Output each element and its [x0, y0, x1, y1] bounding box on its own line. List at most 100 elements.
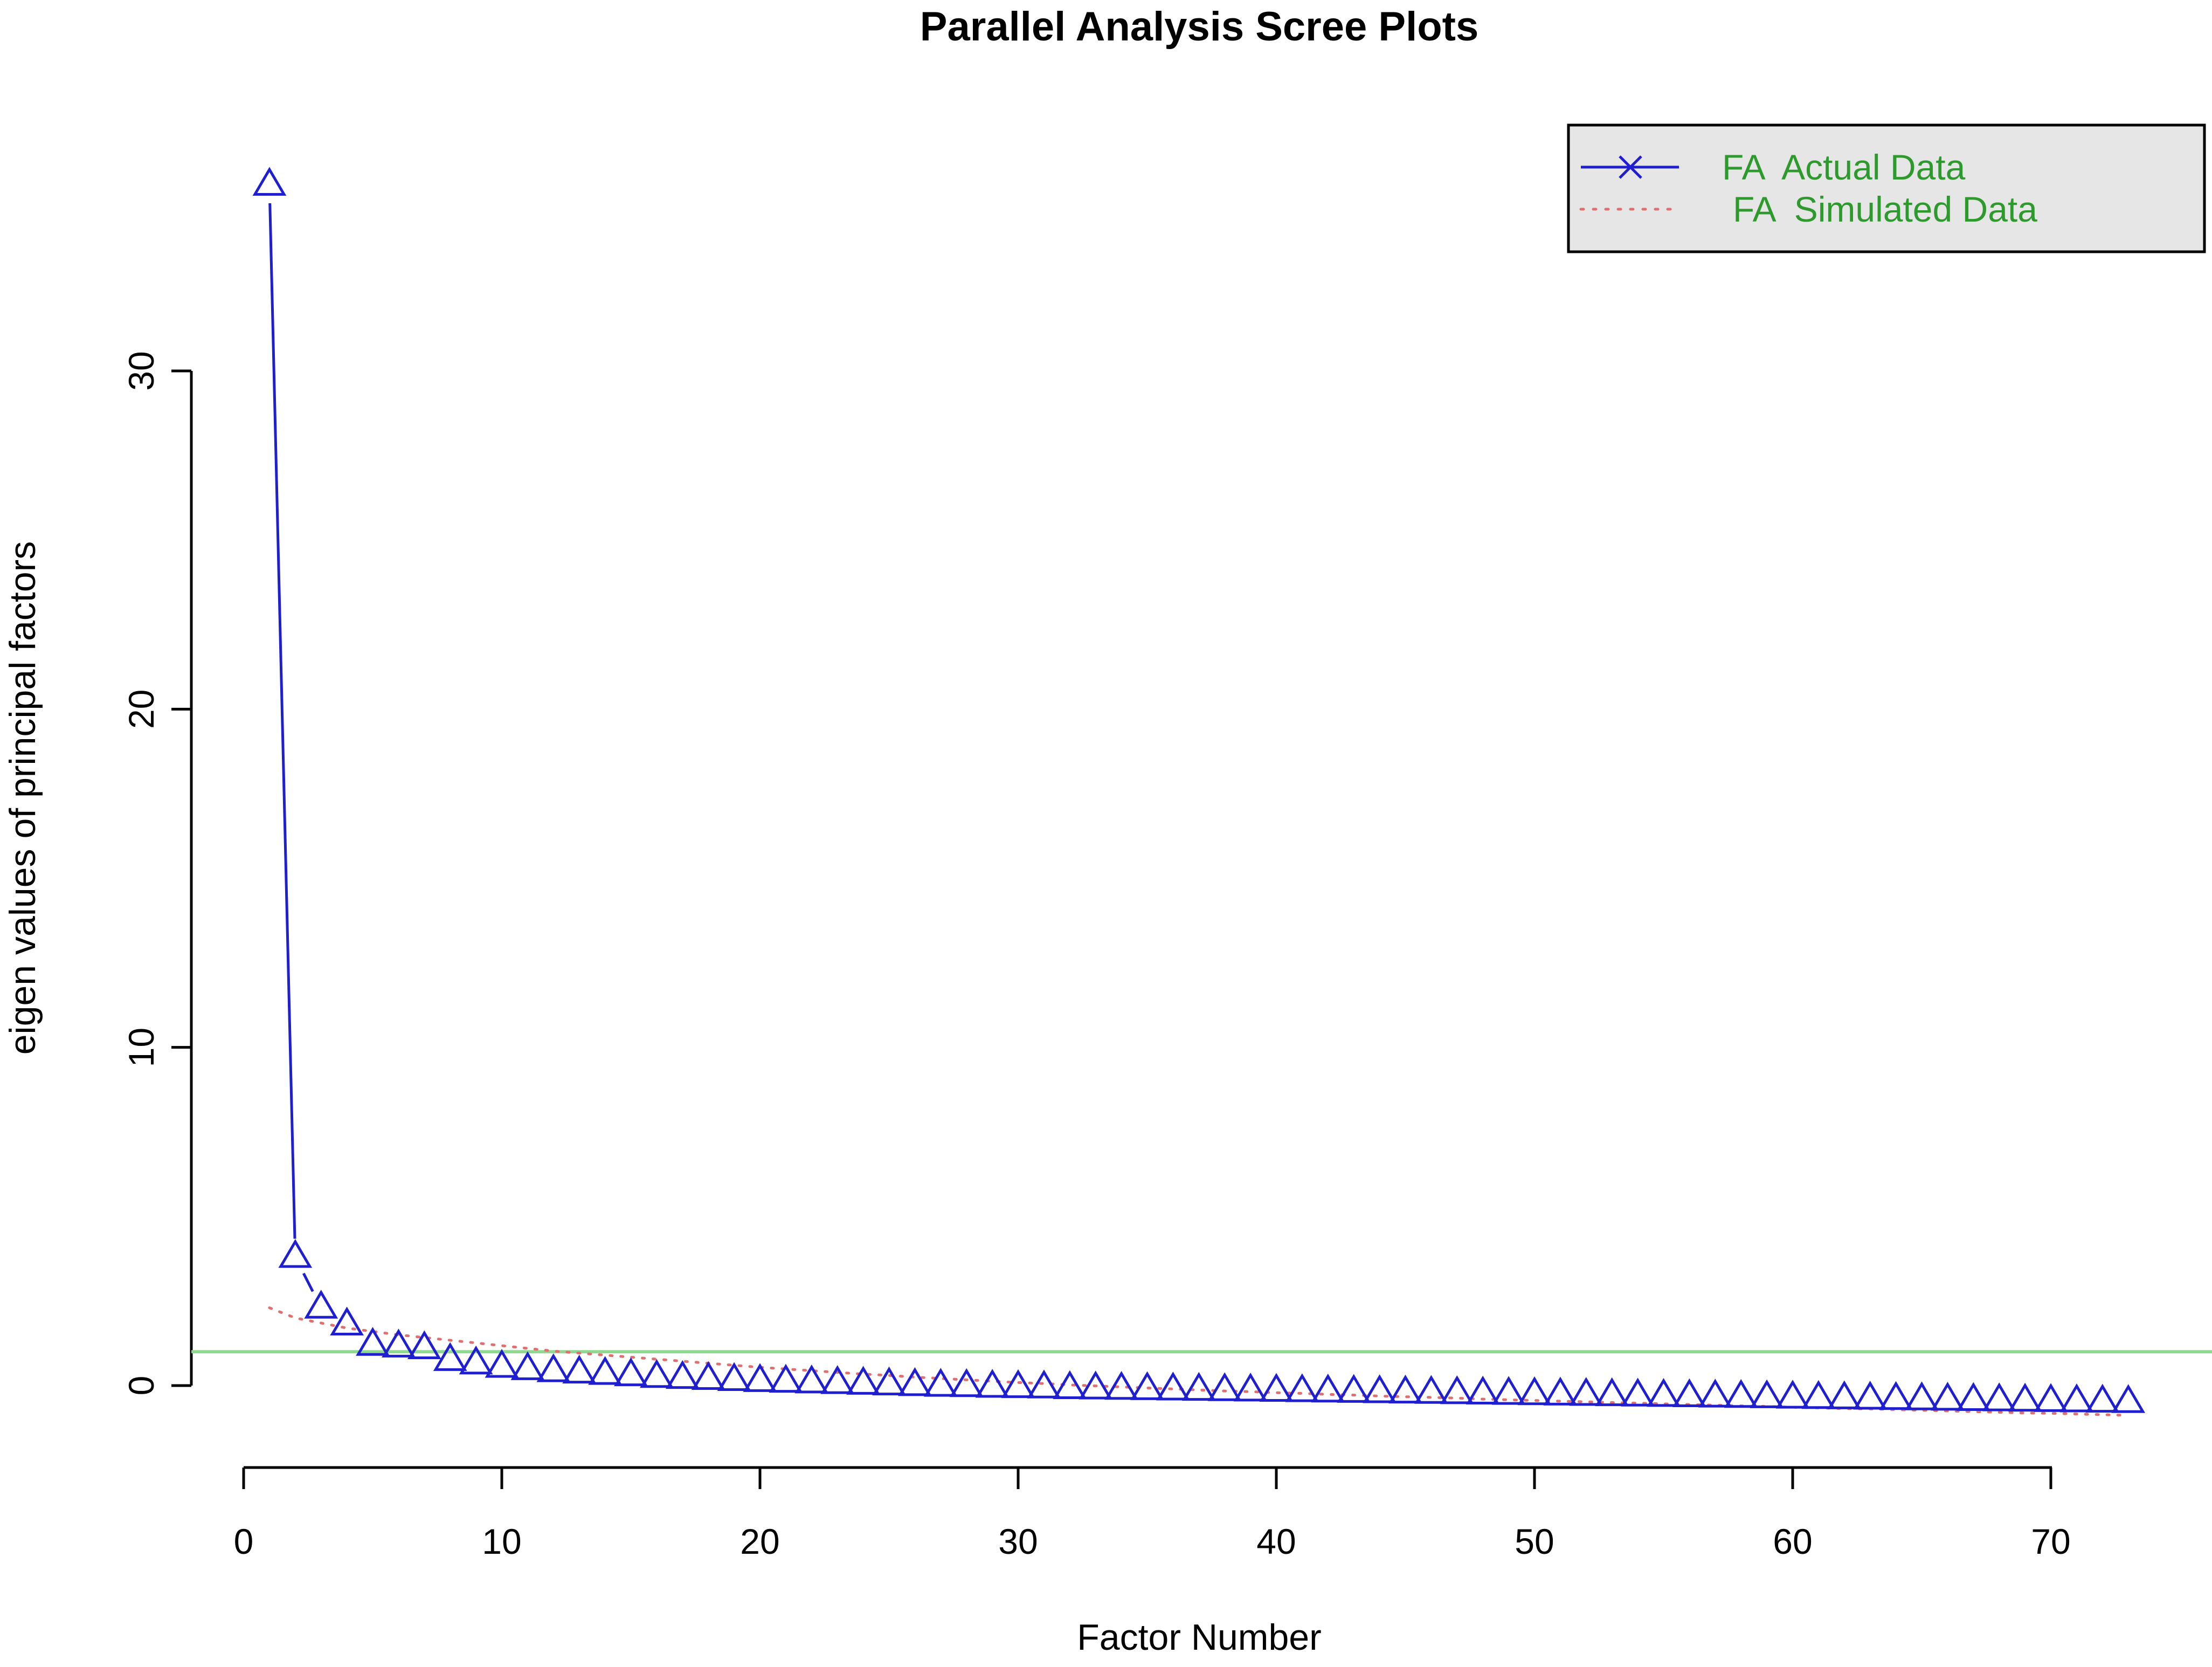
actual-data-point-24 — [846, 1366, 880, 1395]
actual-data-point-41 — [1285, 1373, 1319, 1402]
actual-data-point-22 — [794, 1364, 829, 1394]
y-tick-label-10: 10 — [121, 1028, 161, 1067]
actual-data-point-69 — [2008, 1382, 2042, 1412]
actual-data-point-20 — [743, 1363, 777, 1392]
actual-data-point-70 — [2034, 1383, 2068, 1412]
x-tick-label-20: 20 — [740, 1521, 779, 1561]
actual-data-point-21 — [769, 1363, 803, 1393]
x-ticks: 0 10 20 30 40 50 60 70 — [234, 1468, 2071, 1561]
actual-data-point-39 — [1233, 1372, 1268, 1402]
actual-data-point-58 — [1724, 1379, 1758, 1408]
actual-data-point-53 — [1595, 1377, 1629, 1407]
actual-data-point-1 — [252, 167, 287, 196]
actual-data-point-4 — [330, 1306, 364, 1336]
legend-actual-marker — [1619, 155, 1642, 179]
legend-actual-label: FA Actual Data — [1722, 147, 1966, 187]
actual-data-point-52 — [1569, 1377, 1603, 1406]
actual-data-point-18 — [691, 1361, 725, 1390]
y-ticks: 0 10 20 30 — [121, 351, 191, 1395]
actual-data-point-7 — [407, 1330, 441, 1359]
actual-data-point-64 — [1879, 1381, 1913, 1410]
actual-data-point-65 — [1905, 1381, 1939, 1410]
y-tick-label-30: 30 — [121, 351, 161, 390]
actual-data-point-67 — [1956, 1382, 1990, 1411]
actual-data-point-56 — [1672, 1378, 1706, 1408]
chart-title: Parallel Analysis Scree Plots — [920, 4, 1478, 50]
x-tick-label-60: 60 — [1773, 1521, 1812, 1561]
x-tick-label-0: 0 — [234, 1521, 254, 1561]
actual-data-point-5 — [356, 1327, 390, 1356]
actual-data-point-35 — [1130, 1371, 1164, 1400]
x-tick-label-10: 10 — [482, 1521, 521, 1561]
actual-data-point-17 — [665, 1360, 700, 1389]
y-tick-label-20: 20 — [121, 690, 161, 729]
actual-data-point-13 — [562, 1354, 597, 1384]
actual-data-point-68 — [1982, 1382, 2016, 1411]
actual-data-point-62 — [1827, 1380, 1862, 1409]
actual-data-point-57 — [1698, 1379, 1732, 1408]
x-axis-label: Factor Number — [1077, 1617, 1321, 1658]
actual-data-point-14 — [588, 1356, 622, 1385]
actual-data-point-72 — [2085, 1383, 2120, 1413]
actual-data-point-66 — [1931, 1381, 1965, 1411]
actual-data-point-61 — [1801, 1380, 1836, 1409]
actual-data-point-36 — [1156, 1372, 1190, 1401]
actual-data-point-12 — [536, 1353, 571, 1382]
actual-data-point-16 — [640, 1359, 674, 1388]
actual-data-point-15 — [614, 1357, 648, 1387]
x-tick-label-70: 70 — [2031, 1521, 2070, 1561]
actual-data-point-10 — [485, 1349, 519, 1378]
actual-data-point-71 — [2059, 1383, 2094, 1413]
actual-data-point-48 — [1466, 1375, 1500, 1405]
actual-data-point-25 — [872, 1366, 906, 1396]
actual-data-point-2 — [278, 1239, 313, 1268]
actual-data-segment — [302, 1272, 314, 1292]
actual-data-point-31 — [1027, 1369, 1061, 1399]
actual-data-point-55 — [1647, 1377, 1681, 1407]
actual-data-point-43 — [1337, 1374, 1371, 1403]
actual-data-segment — [268, 203, 296, 1239]
actual-data-point-49 — [1491, 1376, 1526, 1405]
x-tick-label-30: 30 — [998, 1521, 1038, 1561]
actual-data-point-47 — [1440, 1375, 1474, 1404]
actual-data-point-3 — [304, 1290, 338, 1319]
x-tick-label-50: 50 — [1515, 1521, 1554, 1561]
actual-data-point-60 — [1775, 1380, 1810, 1409]
actual-data-point-26 — [898, 1367, 932, 1396]
actual-data-point-38 — [1207, 1372, 1242, 1401]
actual-data-point-46 — [1414, 1375, 1448, 1404]
actual-data-point-50 — [1517, 1376, 1552, 1406]
actual-data-point-59 — [1750, 1379, 1784, 1408]
actual-data-point-28 — [949, 1368, 984, 1397]
actual-data-point-40 — [1259, 1373, 1294, 1402]
actual-data-point-32 — [1053, 1370, 1087, 1399]
actual-data-point-54 — [1621, 1377, 1655, 1407]
actual-data-point-44 — [1363, 1374, 1397, 1403]
legend: FA Actual Data FA Simulated Data — [1567, 123, 2206, 253]
actual-data-point-42 — [1311, 1373, 1345, 1403]
actual-data-point-27 — [923, 1368, 958, 1397]
series-actual-data — [252, 167, 2146, 1413]
actual-data-point-19 — [717, 1362, 751, 1391]
legend-simulated-label: FA Simulated Data — [1733, 189, 2037, 229]
y-axis-label: eigen values of principal factors — [2, 541, 43, 1055]
actual-data-point-33 — [1079, 1370, 1113, 1400]
actual-data-point-73 — [2111, 1384, 2146, 1413]
actual-data-point-9 — [459, 1345, 493, 1375]
actual-data-point-6 — [382, 1328, 416, 1358]
legend-box — [1567, 123, 2206, 253]
actual-data-point-45 — [1388, 1374, 1422, 1404]
actual-data-point-29 — [975, 1369, 1010, 1398]
actual-data-point-63 — [1853, 1381, 1888, 1410]
actual-data-point-34 — [1104, 1370, 1138, 1400]
actual-data-point-8 — [433, 1342, 467, 1371]
actual-data-point-11 — [510, 1351, 545, 1380]
actual-data-point-37 — [1181, 1372, 1216, 1401]
actual-data-point-23 — [820, 1365, 855, 1394]
actual-data-point-30 — [1001, 1369, 1035, 1399]
x-tick-label-40: 40 — [1256, 1521, 1296, 1561]
y-tick-label-0: 0 — [121, 1376, 161, 1396]
actual-data-point-51 — [1543, 1376, 1578, 1406]
